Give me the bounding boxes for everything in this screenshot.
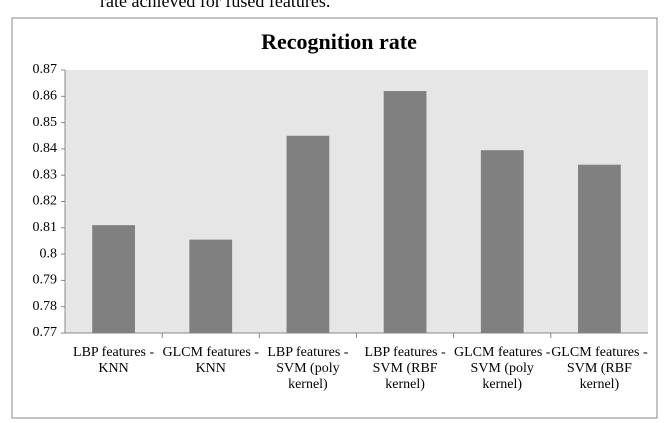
plot-area [65,70,648,333]
x-tick-label: LBP features - SVM (RBF kernel) [364,345,446,392]
bar [286,135,330,333]
y-tick-label: 0.77 [33,325,58,340]
caption: rate achieved for fused features. [100,0,330,11]
bar [189,239,233,333]
x-tick-label: LBP features - KNN [73,345,155,376]
bar [480,150,524,333]
y-tick-label: 0.79 [33,273,58,288]
y-tick-label: 0.82 [33,194,58,209]
y-tick-label: 0.86 [33,89,58,104]
y-tick-label: 0.84 [33,141,58,156]
y-tick-label: 0.83 [33,167,58,182]
y-tick-label: 0.87 [33,62,58,77]
bar [383,91,427,333]
chart-title: Recognition rate [261,29,417,54]
bar [578,164,621,333]
x-tick-label: GLCM features - KNN [162,345,259,376]
bar [92,225,135,333]
y-tick-label: 0.81 [33,220,58,235]
y-tick-label: 0.85 [33,115,58,130]
x-tick-label: GLCM features - SVM (RBF kernel) [551,345,648,392]
y-tick-label: 0.78 [33,299,58,314]
x-tick-label: GLCM features - SVM (poly kernel) [454,345,551,392]
x-tick-label: LBP features - SVM (poly kernel) [267,345,349,392]
y-tick-label: 0.8 [40,246,58,261]
